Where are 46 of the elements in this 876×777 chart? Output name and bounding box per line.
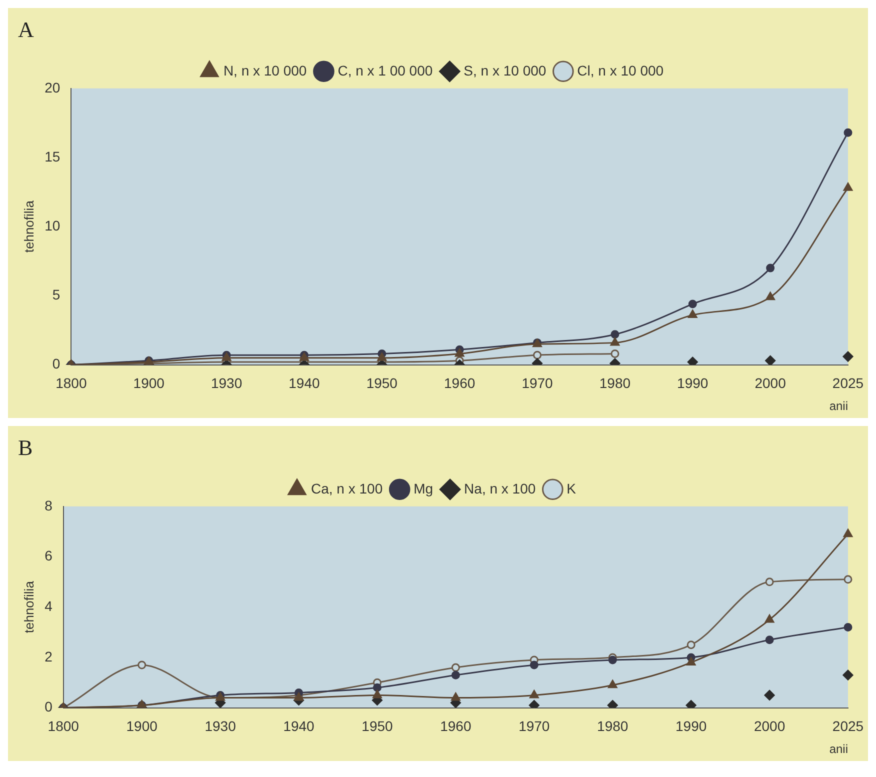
y-tick-label: 20 [44,79,60,96]
x-tick-label: 1990 [677,375,708,392]
x-axis-title: anii [829,399,848,414]
legend-label: Mg [414,480,434,496]
x-tick-label: 2025 [832,375,864,392]
legend-label: N, n x 10 000 [223,62,307,78]
x-tick-label: 1800 [48,718,80,734]
x-tick-label: 1940 [288,375,320,392]
x-tick-label: 1980 [597,718,628,734]
y-axis-title: tehnofilia [21,580,36,634]
x-tick-label: 2025 [832,718,864,734]
x-tick-label: 1990 [676,718,707,734]
x-tick-label: 1940 [283,718,315,734]
legend-label: Na, n x 100 [464,480,536,496]
y-tick-label: 15 [44,148,60,164]
x-tick-label: 1980 [599,375,631,392]
y-tick-label: 2 [44,648,53,664]
x-tick-label: 1900 [126,718,158,734]
x-tick-label: 2000 [754,375,786,392]
x-tick-label: 1950 [366,375,398,392]
y-tick-label: 8 [44,497,53,514]
x-axis-title: anii [829,742,848,756]
chart-title: B [18,434,33,460]
y-tick-label: 0 [44,698,53,715]
x-tick-label: 1970 [518,718,550,734]
legend-label: S, n x 10 000 [464,62,546,78]
y-tick-label: 5 [52,286,60,303]
x-tick-label: 1960 [440,718,472,734]
x-tick-label: 1950 [362,718,394,734]
legend-label: C, n x 1 00 000 [338,62,433,78]
legend-label: Cl, n x 10 000 [577,62,664,78]
x-tick-label: 1900 [133,375,165,392]
legend-label: K [566,480,577,496]
x-tick-label: 1960 [444,375,476,392]
y-tick-label: 4 [44,598,53,614]
y-tick-label: 10 [44,217,60,234]
x-tick-label: 1800 [56,375,87,392]
x-tick-label: 1970 [522,375,554,392]
chart-title: A [18,16,34,42]
legend-label: Ca, n x 100 [311,480,383,496]
x-tick-label: 2000 [754,718,786,734]
x-tick-label: 1930 [204,718,236,734]
y-axis-title: tehnofilia [21,200,36,253]
y-tick-label: 0 [52,356,60,372]
x-tick-label: 1930 [210,375,242,392]
y-tick-label: 6 [44,548,53,564]
